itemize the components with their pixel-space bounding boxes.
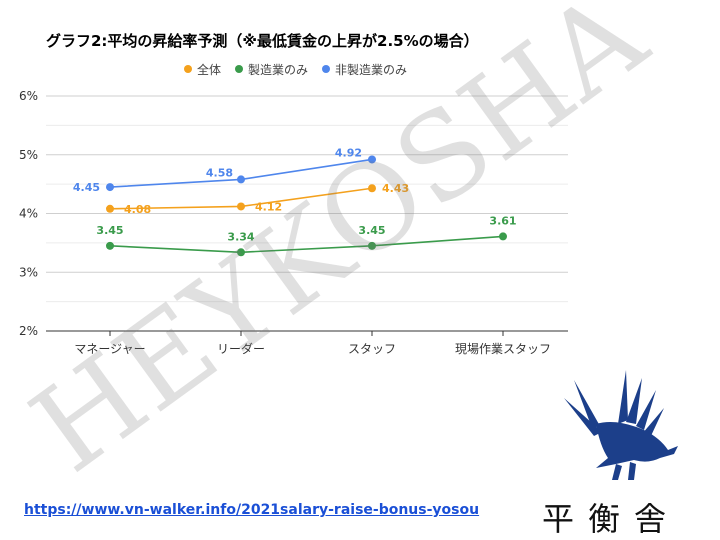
data-label: 4.43 — [382, 182, 409, 195]
source-link[interactable]: https://www.vn-walker.info/2021salary-ra… — [24, 502, 480, 518]
legend-label: 製造業のみ — [248, 62, 309, 77]
legend: 全体 製造業のみ 非製造業のみ — [184, 60, 407, 78]
data-point — [237, 248, 245, 257]
legend-marker — [322, 65, 331, 73]
x-tick-label: スタッフ — [348, 342, 396, 356]
legend-item: 全体 — [184, 61, 221, 78]
series-line — [109, 235, 504, 254]
y-tick-label: 3% — [19, 265, 38, 279]
data-label: 3.45 — [358, 224, 385, 237]
y-tick-label: 4% — [19, 207, 38, 221]
data-point — [106, 241, 114, 250]
data-point — [368, 184, 376, 193]
data-label: 4.58 — [206, 166, 233, 179]
legend-item: 製造業のみ — [235, 61, 308, 78]
y-axis: 2% 3% 4% 5% 6% — [19, 89, 38, 338]
data-label: 4.12 — [255, 200, 282, 213]
x-axis: マネージャー リーダー スタッフ 現場作業スタッフ — [46, 330, 568, 356]
data-point — [237, 175, 245, 184]
legend-marker — [235, 65, 244, 73]
legend-marker — [184, 65, 192, 73]
bird-logo-icon — [564, 370, 678, 480]
data-label: 4.92 — [335, 146, 362, 159]
data-label: 3.34 — [227, 230, 254, 243]
y-tick-label: 2% — [19, 324, 38, 338]
data-point — [368, 241, 376, 250]
data-point — [106, 204, 114, 213]
x-tick-label: 現場作業スタッフ — [455, 342, 551, 356]
grid — [46, 95, 568, 332]
data-label: 3.45 — [96, 224, 123, 237]
data-label: 4.45 — [73, 181, 100, 194]
data-point — [368, 155, 376, 164]
data-point — [237, 202, 245, 211]
chart-title: グラフ2:平均の昇給率予測（※最低賃金の上昇が2.5%の場合） — [46, 32, 479, 50]
data-labels: 4.08 4.12 4.43 3.45 3.34 3.45 3.61 4.45 4.58 4.92 — [73, 146, 517, 243]
y-tick-label: 6% — [19, 89, 38, 103]
data-label: 3.61 — [489, 214, 516, 227]
legend-label: 非製造業のみ — [335, 62, 408, 77]
legend-label: 全体 — [197, 62, 222, 77]
data-point — [499, 232, 507, 241]
series-points — [106, 155, 507, 257]
legend-item: 非製造業のみ — [322, 61, 407, 78]
x-tick-label: リーダー — [217, 341, 265, 356]
x-tick-label: マネージャー — [74, 342, 145, 356]
data-point — [106, 183, 114, 192]
logo-text: 平衡舎 — [542, 500, 681, 538]
y-tick-label: 5% — [19, 148, 38, 162]
data-label: 4.08 — [124, 203, 151, 216]
